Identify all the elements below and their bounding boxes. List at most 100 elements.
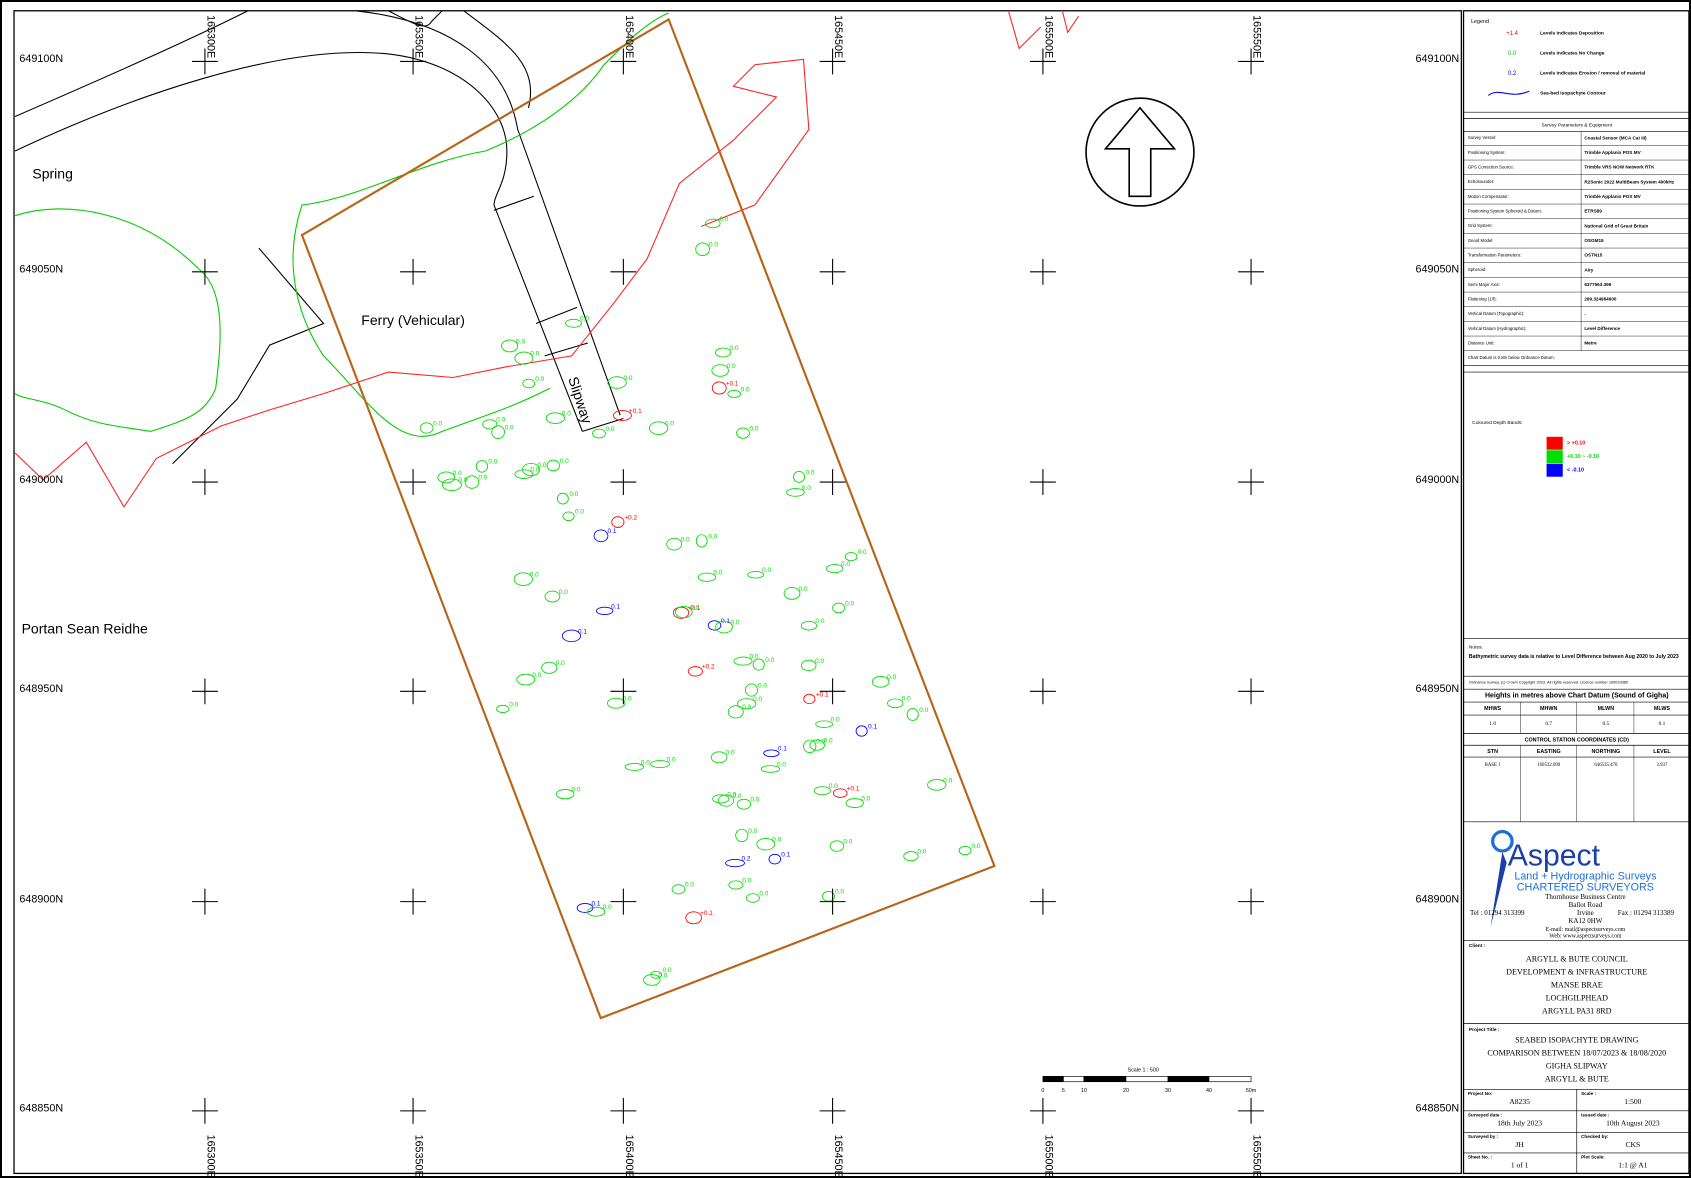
grid-cross (1238, 469, 1265, 496)
control-header: STN (1487, 749, 1498, 755)
spot-level: 0.0 (496, 417, 505, 424)
isopachyte-contour (800, 659, 817, 671)
spot-level: 0.0 (433, 420, 442, 427)
spot-level: 0.0 (560, 458, 569, 465)
project-line: SEABED ISOPACHYTE DRAWING (1515, 1036, 1639, 1045)
isopachyte-contour (727, 705, 744, 719)
parameter-label: Positioning System: (1468, 150, 1506, 155)
isopachyte-contour (464, 475, 480, 489)
map-frame (13, 10, 1463, 1175)
northing-label: 648900N (19, 893, 63, 905)
spot-level: 0.0 (488, 459, 497, 466)
heights-value: 1.0 (1489, 721, 1496, 727)
info-label: Issued date : (1581, 1112, 1610, 1117)
isopachyte-contour (813, 786, 831, 796)
isopachyte-contour (752, 658, 765, 671)
spot-level: 0.0 (719, 216, 728, 223)
coastline (301, 12, 669, 206)
heights-header: MLWN (1598, 706, 1615, 712)
easting-label: 165550E (1251, 15, 1263, 58)
spot-levels: +0.1+0.1+0.2+0.1+0.1+0.1+0.2+0.10.10.10.… (419, 216, 981, 986)
band-swatch (1546, 450, 1563, 464)
isopachyte-contour (607, 697, 626, 709)
isopachyte-contour (745, 893, 760, 903)
company-address: Irvine (1577, 909, 1594, 917)
grid-cross (400, 888, 427, 915)
spot-level: 0.0 (858, 549, 867, 556)
northing-label: 649100N (19, 53, 63, 65)
spot-level: 0.0 (815, 658, 824, 665)
info-value: 10th August 2023 (1606, 1119, 1660, 1128)
slipway-edge (493, 195, 624, 432)
northing-label: 648850N (19, 1103, 63, 1115)
parameter-value: Level Difference (1584, 326, 1620, 331)
isopachyte-contour (832, 788, 848, 798)
scale-label: 10 (1081, 1088, 1087, 1094)
parameter-label: Transformation Parameters: (1468, 253, 1521, 258)
easting-label: 165350E (413, 15, 425, 58)
spot-level: 0.0 (708, 533, 717, 540)
info-value: 1:1 @ A1 (1618, 1161, 1647, 1170)
legend-contour (1487, 90, 1530, 96)
coastline (292, 204, 551, 437)
info-value: 18th July 2023 (1497, 1119, 1542, 1128)
isopachyte-contour (829, 840, 845, 852)
spot-level: 0.0 (902, 696, 911, 703)
spot-level: 0.0 (709, 242, 718, 249)
client-label: Client : (1469, 943, 1486, 949)
company-fax: Fax : 01294 313389 (1618, 909, 1675, 917)
northing-label: 649100N (1416, 53, 1460, 65)
isopachyte-contour (671, 884, 686, 895)
grid-cross (1029, 1097, 1056, 1124)
spot-level: 0.0 (741, 386, 750, 393)
spot-level: 0.0 (530, 572, 539, 579)
scale-title: Scale 1 : 500 (1128, 1067, 1159, 1073)
scale-label: 0 (1041, 1088, 1044, 1094)
spot-level: 0.0 (516, 338, 525, 345)
grid-cross (610, 258, 637, 285)
easting-label: 165500E (1042, 1135, 1054, 1178)
isopachyte-contour (595, 606, 614, 616)
spot-level: 0.0 (731, 619, 740, 626)
spot-level: 0.0 (537, 462, 546, 469)
isopachyte-contour (705, 218, 721, 229)
isopachyte-contour (887, 698, 904, 709)
grid-cross (1238, 258, 1265, 285)
spot-level: 0.1 (591, 900, 600, 907)
spot-level: 0.0 (802, 485, 811, 492)
isopachyte-contour (419, 422, 434, 434)
isopachyte-contour (544, 590, 561, 603)
isopachyte-contour (745, 683, 758, 697)
scale-segment (1042, 1076, 1064, 1083)
spot-level: 0.0 (777, 761, 786, 768)
project-line: GIGHA SLIPWAY (1546, 1061, 1608, 1070)
spot-level: 0.0 (605, 426, 614, 433)
isopachyte-contour (437, 471, 455, 484)
grid-cross (819, 48, 846, 75)
easting-label: 165400E (623, 15, 635, 58)
spot-level: 0.0 (580, 316, 589, 323)
isopachyte-contour (587, 906, 606, 917)
isopachyte-contour (564, 318, 583, 328)
spot-level: 0.0 (575, 509, 584, 516)
info-label: Project No: (1468, 1091, 1493, 1096)
spot-level: +0.2 (702, 664, 715, 671)
band-label: < -0.10 (1567, 468, 1584, 474)
isopachyte-contour (672, 606, 690, 619)
isopachyte-contour (514, 469, 534, 479)
spot-level: 0.0 (559, 589, 568, 596)
road-edge (388, 10, 531, 108)
scale-label: 40 (1206, 1088, 1212, 1094)
parameter-label: Semi Major Axis: (1468, 282, 1500, 287)
spot-level: 0.0 (685, 882, 694, 889)
parameter-value: Metre (1584, 341, 1597, 346)
grid-cross (1029, 678, 1056, 705)
parameter-label: Flattening (1/f): (1468, 297, 1497, 302)
isopachyte-contour (803, 739, 817, 754)
spot-level: 0.0 (824, 737, 833, 744)
grid-cross (610, 48, 637, 75)
info-label: Sheet No. : (1468, 1154, 1493, 1159)
isopachyte-contour (809, 739, 825, 751)
legend-value: +1.4 (1506, 31, 1518, 37)
spot-level: 0.0 (690, 604, 699, 611)
